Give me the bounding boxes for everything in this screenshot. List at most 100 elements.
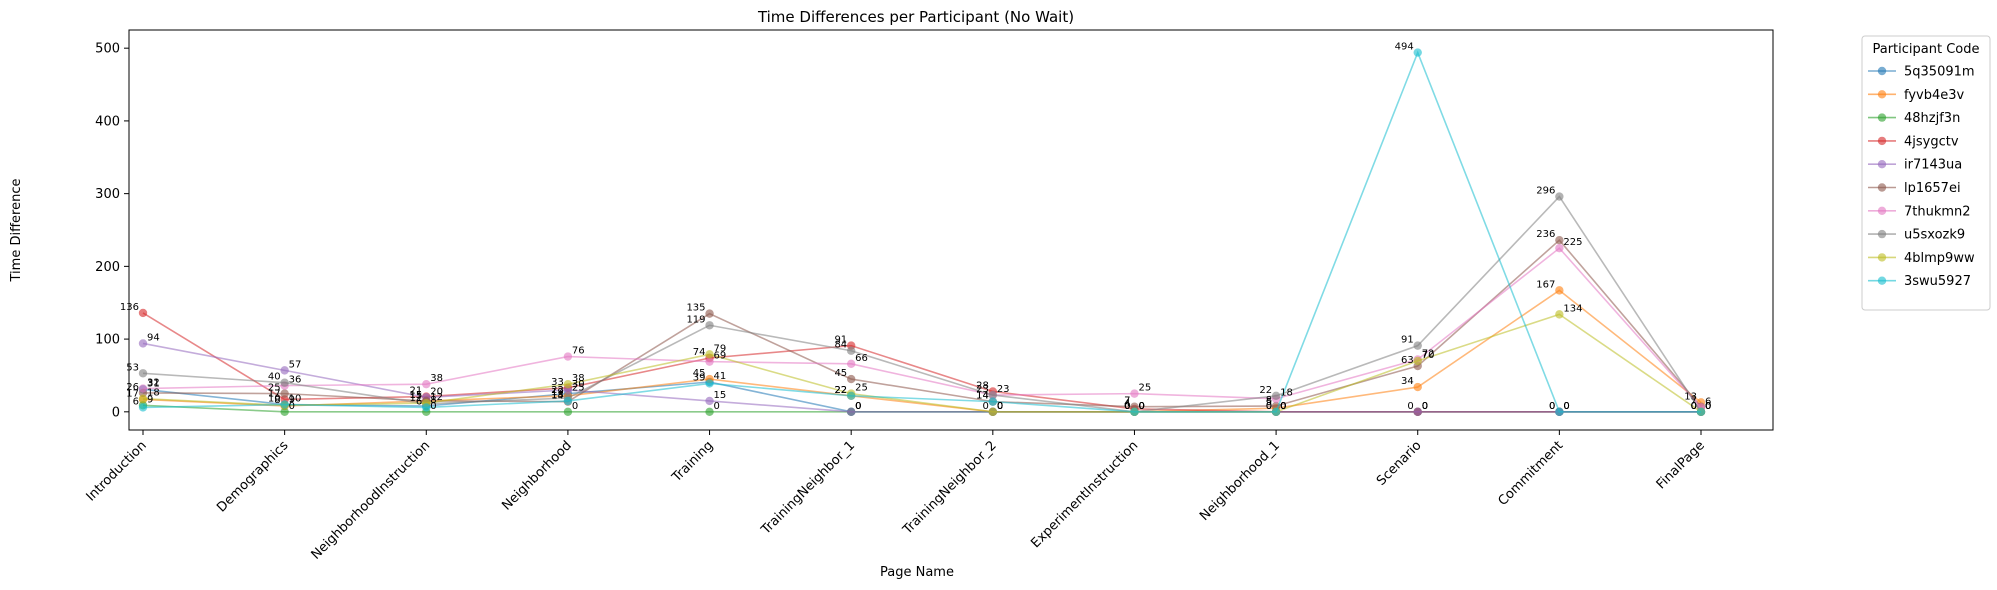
- data-label: 0: [1705, 401, 1711, 412]
- data-label: 38: [572, 373, 585, 384]
- data-label: 167: [1536, 279, 1555, 290]
- data-label: 25: [268, 383, 281, 394]
- data-label: 20: [430, 386, 443, 397]
- data-label: 0: [714, 401, 720, 412]
- data-label: 91: [1401, 335, 1414, 346]
- data-label: 0: [1138, 401, 1144, 412]
- data-point: [138, 308, 148, 318]
- x-tick-label: Demographics: [214, 438, 291, 515]
- legend-label: fyvb4e3v: [1904, 88, 1965, 103]
- legend-swatch-marker: [1877, 113, 1887, 122]
- data-point: [1555, 235, 1564, 245]
- data-label: 0: [1549, 401, 1555, 412]
- data-label: 74: [693, 347, 706, 358]
- data-label: 91: [834, 335, 847, 346]
- data-label: 0: [1563, 401, 1569, 412]
- legend-swatch-marker: [1877, 206, 1887, 215]
- data-label: 18: [147, 388, 160, 399]
- data-label: 0: [1705, 401, 1711, 412]
- data-point: [1555, 243, 1564, 253]
- data-point: [1413, 407, 1422, 417]
- data-point: [846, 359, 856, 369]
- data-point: [138, 384, 148, 393]
- data-label: 0: [1266, 401, 1272, 412]
- data-point: [1413, 356, 1422, 366]
- x-tick-label: Neighborhood: [499, 438, 574, 513]
- legend-frame: [1861, 35, 1991, 311]
- data-label: 5: [1266, 397, 1272, 408]
- legend-label: 48hzjf3n: [1904, 111, 1960, 126]
- data-point: [1555, 192, 1564, 201]
- data-label: 0: [572, 401, 578, 412]
- data-label: 63: [1401, 355, 1414, 366]
- data-point: [846, 407, 856, 417]
- legend-item-u5sxozk9: u5sxozk9: [1868, 228, 1965, 243]
- data-label: 0: [1407, 401, 1413, 412]
- data-point: [1413, 341, 1422, 350]
- data-label: 7: [1691, 396, 1697, 407]
- series-line: [142, 247, 1702, 408]
- data-label: 32: [147, 378, 160, 389]
- data-label: 30: [572, 379, 585, 390]
- data-label: 236: [1536, 229, 1555, 240]
- legend-label: 7thukmn2: [1904, 204, 1971, 219]
- legend-label: ir7143ua: [1904, 158, 1962, 173]
- data-point: [138, 394, 148, 403]
- series-layer: [138, 48, 1706, 417]
- data-label: 21: [410, 386, 423, 397]
- data-label: 0: [855, 401, 861, 412]
- data-label: 134: [1563, 303, 1582, 314]
- data-label: 0: [1280, 401, 1286, 412]
- data-point: [1130, 407, 1139, 417]
- data-label: 15: [410, 390, 423, 401]
- legend-label: lp1657ei: [1904, 181, 1961, 196]
- data-label: 0: [997, 401, 1003, 412]
- legend-swatch-marker: [1877, 90, 1887, 99]
- data-point: [563, 379, 573, 389]
- data-label: 45: [693, 368, 706, 379]
- data-label: 0: [997, 401, 1003, 412]
- data-label: 25: [1138, 383, 1151, 394]
- data-label: 19: [551, 387, 564, 398]
- data-point: [705, 407, 714, 417]
- data-label: 135: [686, 303, 705, 314]
- data-point: [1555, 310, 1564, 319]
- data-label: 14: [551, 391, 564, 402]
- data-label: 0: [1422, 401, 1428, 412]
- data-label: 9: [289, 394, 295, 405]
- data-label: 0: [1280, 401, 1286, 412]
- data-label: 25: [572, 383, 585, 394]
- data-label: 70: [1422, 350, 1435, 361]
- data-label: 40: [268, 372, 281, 383]
- data-point: [1413, 382, 1422, 392]
- data-label: 31: [147, 378, 160, 389]
- y-tick-label: 200: [95, 260, 120, 275]
- data-point: [705, 350, 714, 359]
- y-tick-label: 0: [112, 405, 120, 420]
- data-point: [705, 309, 714, 318]
- data-label: 34: [1401, 376, 1414, 387]
- data-point: [846, 346, 856, 355]
- legend-item-lp1657ei: lp1657ei: [1868, 181, 1961, 196]
- y-tick-label: 400: [95, 114, 120, 129]
- legend: Participant Code 5q35091m fyvb4e3v 48hzjf3…: [1861, 35, 1991, 311]
- data-label: 0: [1691, 401, 1697, 412]
- series-line: [142, 195, 1702, 413]
- legend-label: 5q35091m: [1904, 65, 1975, 80]
- data-point: [1696, 407, 1706, 417]
- x-tick-label: Introduction: [84, 438, 150, 504]
- x-tick-label: TrainingNeighbor_2: [900, 438, 1000, 538]
- data-label: 0: [289, 401, 295, 412]
- data-point: [138, 339, 148, 348]
- data-label: 15: [714, 390, 727, 401]
- legend-item-5q35091m: 5q35091m: [1868, 65, 1975, 80]
- x-tick-label: Commitment: [1495, 438, 1566, 509]
- legend-label: 3swu5927: [1904, 274, 1971, 289]
- data-label: 225: [1563, 237, 1582, 248]
- data-label: 12: [430, 392, 443, 403]
- x-tick-label: FinalPage: [1654, 438, 1708, 492]
- data-point: [280, 400, 289, 409]
- data-label: 0: [1563, 401, 1569, 412]
- data-label: 0: [1266, 401, 1272, 412]
- data-label: 41: [714, 371, 727, 382]
